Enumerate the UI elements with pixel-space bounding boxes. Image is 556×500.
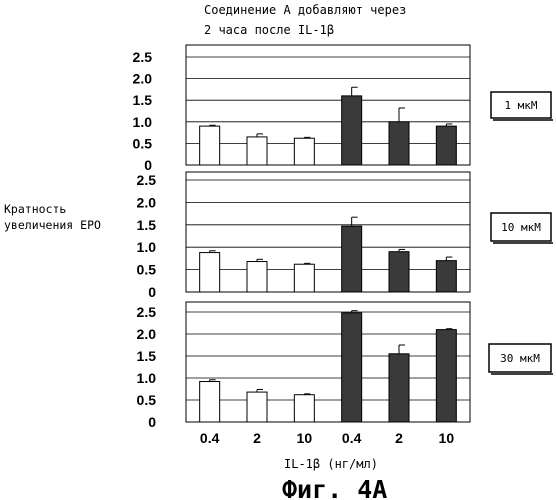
y-tick-label: 2.5 <box>137 304 157 320</box>
bar <box>200 382 220 422</box>
y-tick-label: 0 <box>144 157 152 173</box>
plot-frame <box>186 302 470 422</box>
y-tick-label: 1.5 <box>133 92 153 108</box>
bar <box>342 226 362 292</box>
chart-title-line-2: 2 часа после IL-1β <box>204 23 334 37</box>
x-tick-label: 10 <box>439 430 455 446</box>
y-tick-label: 1.5 <box>137 348 157 364</box>
bar <box>294 264 314 292</box>
bar <box>247 392 267 422</box>
x-tick-label: 2 <box>253 430 261 446</box>
y-tick-label: 1.0 <box>133 114 153 130</box>
y-tick-label: 2.0 <box>137 194 157 210</box>
x-tick-labels: 0.4 2 10 0.4 2 10 <box>200 430 454 446</box>
bar <box>200 253 220 292</box>
panel-label: 30 мкМ <box>500 352 540 365</box>
y-tick-label: 2.0 <box>137 326 157 342</box>
bar <box>247 262 267 292</box>
chart-panel: 2.5 2.0 1.5 1.0 0.5 0 30 мкМ <box>137 302 553 430</box>
bar <box>436 330 456 422</box>
bar <box>342 313 362 422</box>
panel-label: 1 мкМ <box>504 99 537 112</box>
y-tick-label: 2.5 <box>137 172 157 188</box>
x-tick-label: 0.4 <box>342 430 362 446</box>
y-tick-label: 0 <box>148 284 156 300</box>
y-tick-label: 0 <box>148 414 156 430</box>
bar <box>436 261 456 292</box>
y-tick-label: 1.0 <box>137 239 157 255</box>
bar <box>436 126 456 165</box>
y-tick-label: 0.5 <box>137 392 157 408</box>
bar <box>200 126 220 165</box>
y-tick-label: 2.5 <box>133 49 153 65</box>
y-tick-label: 1.0 <box>137 370 157 386</box>
x-tick-label: 2 <box>395 430 403 446</box>
chart-panel: 2.5 2.0 1.5 1.0 0.5 0 10 мкМ <box>137 172 553 300</box>
bar <box>342 96 362 165</box>
bar <box>294 395 314 422</box>
chart-panels: 2.5 2.0 1.5 1.0 0.5 0 1 мкМ 2.5 2.0 1.5 1.0 0.5 0 10 … <box>133 45 553 430</box>
bar <box>389 122 409 165</box>
chart-title-line-1: Соединение А добавляют через <box>204 3 406 17</box>
y-tick-label: 0.5 <box>137 262 157 278</box>
y-tick-label: 0.5 <box>133 135 153 151</box>
y-tick-label: 2.0 <box>133 71 153 87</box>
y-tick-label: 1.5 <box>137 217 157 233</box>
plot-frame <box>186 172 470 292</box>
bar <box>247 137 267 165</box>
bar <box>389 354 409 422</box>
y-axis-label-line-1: Кратность <box>4 202 66 216</box>
chart-panel: 2.5 2.0 1.5 1.0 0.5 0 1 мкМ <box>133 45 553 173</box>
bar <box>389 252 409 292</box>
bar <box>294 138 314 165</box>
x-tick-label: 0.4 <box>200 430 220 446</box>
x-axis-label: IL-1β (нг/мл) <box>284 457 378 471</box>
figure-caption: Фиг. 4А <box>282 475 387 500</box>
panel-label: 10 мкМ <box>501 221 541 234</box>
y-axis-label-line-2: увеличения EPO <box>4 218 101 232</box>
x-tick-label: 10 <box>297 430 313 446</box>
plot-frame <box>186 45 470 165</box>
